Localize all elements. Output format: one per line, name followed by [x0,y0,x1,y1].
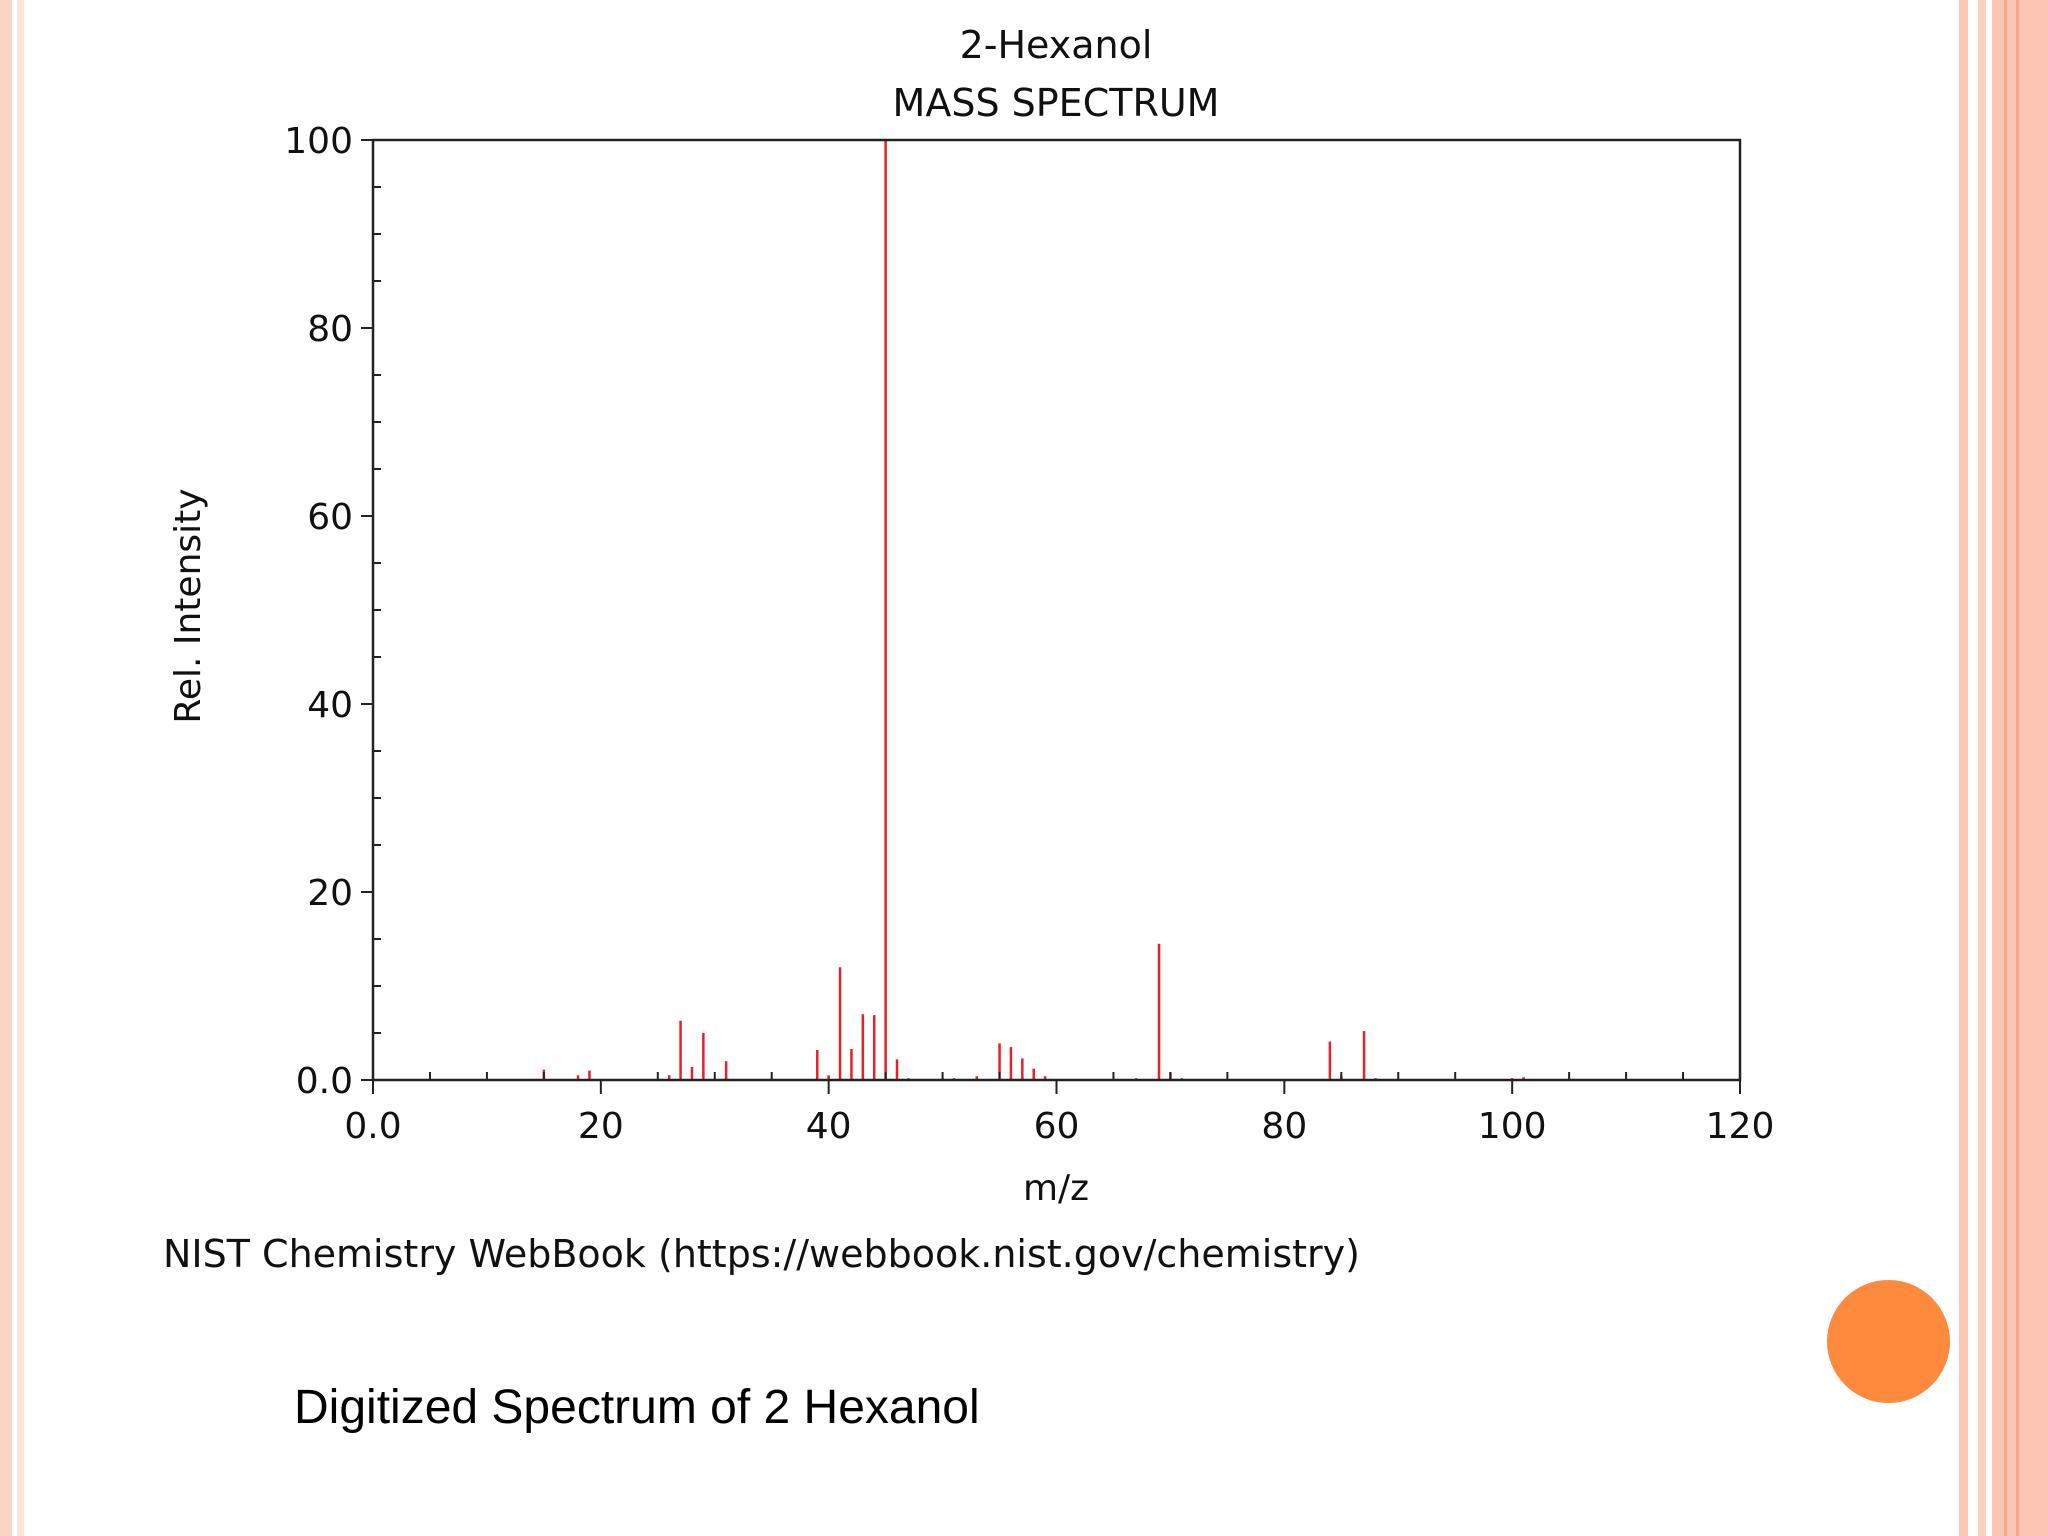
chart-subtitle: MASS SPECTRUM [893,81,1220,125]
x-tick-label: 0.0 [344,1106,401,1147]
right-border-stripe [1992,0,2048,1536]
y-tick-label: 80 [307,309,353,350]
left-border-stripe-inner [17,0,24,1536]
right-border-stripe [1978,0,1986,1536]
x-tick-label: 40 [806,1106,852,1147]
x-tick-label: 20 [578,1106,624,1147]
y-axis-label: Rel. Intensity [168,488,209,723]
left-border-stripe [0,0,12,1536]
y-tick-label: 60 [307,497,353,538]
axes-layer: 0.0 20 40 60 80 100 0.0 20 40 60 80 100 120 [284,121,1774,1147]
chart-title: 2-Hexanol [960,23,1153,67]
y-tick-label: 20 [307,873,353,914]
x-tick-label: 100 [1478,1106,1547,1147]
y-tick-label: 0.0 [296,1061,353,1102]
right-border-line [2016,0,2019,1536]
y-tick-label: 40 [307,685,353,726]
x-tick-label: 60 [1034,1106,1080,1147]
right-border-line [2004,0,2007,1536]
x-axis-label: m/z [1023,1168,1089,1209]
x-tick-label: 80 [1261,1106,1307,1147]
decorative-circle [1827,1280,1950,1403]
plot-frame [371,138,1742,1082]
peaks-layer [542,140,1525,1080]
slide-caption: Digitized Spectrum of 2 Hexanol [294,1381,980,1434]
x-tick-label: 120 [1706,1106,1775,1147]
right-border-stripe [1959,0,1968,1536]
source-attribution: NIST Chemistry WebBook (https://webbook.… [163,1232,1360,1276]
y-tick-label: 100 [284,121,353,162]
